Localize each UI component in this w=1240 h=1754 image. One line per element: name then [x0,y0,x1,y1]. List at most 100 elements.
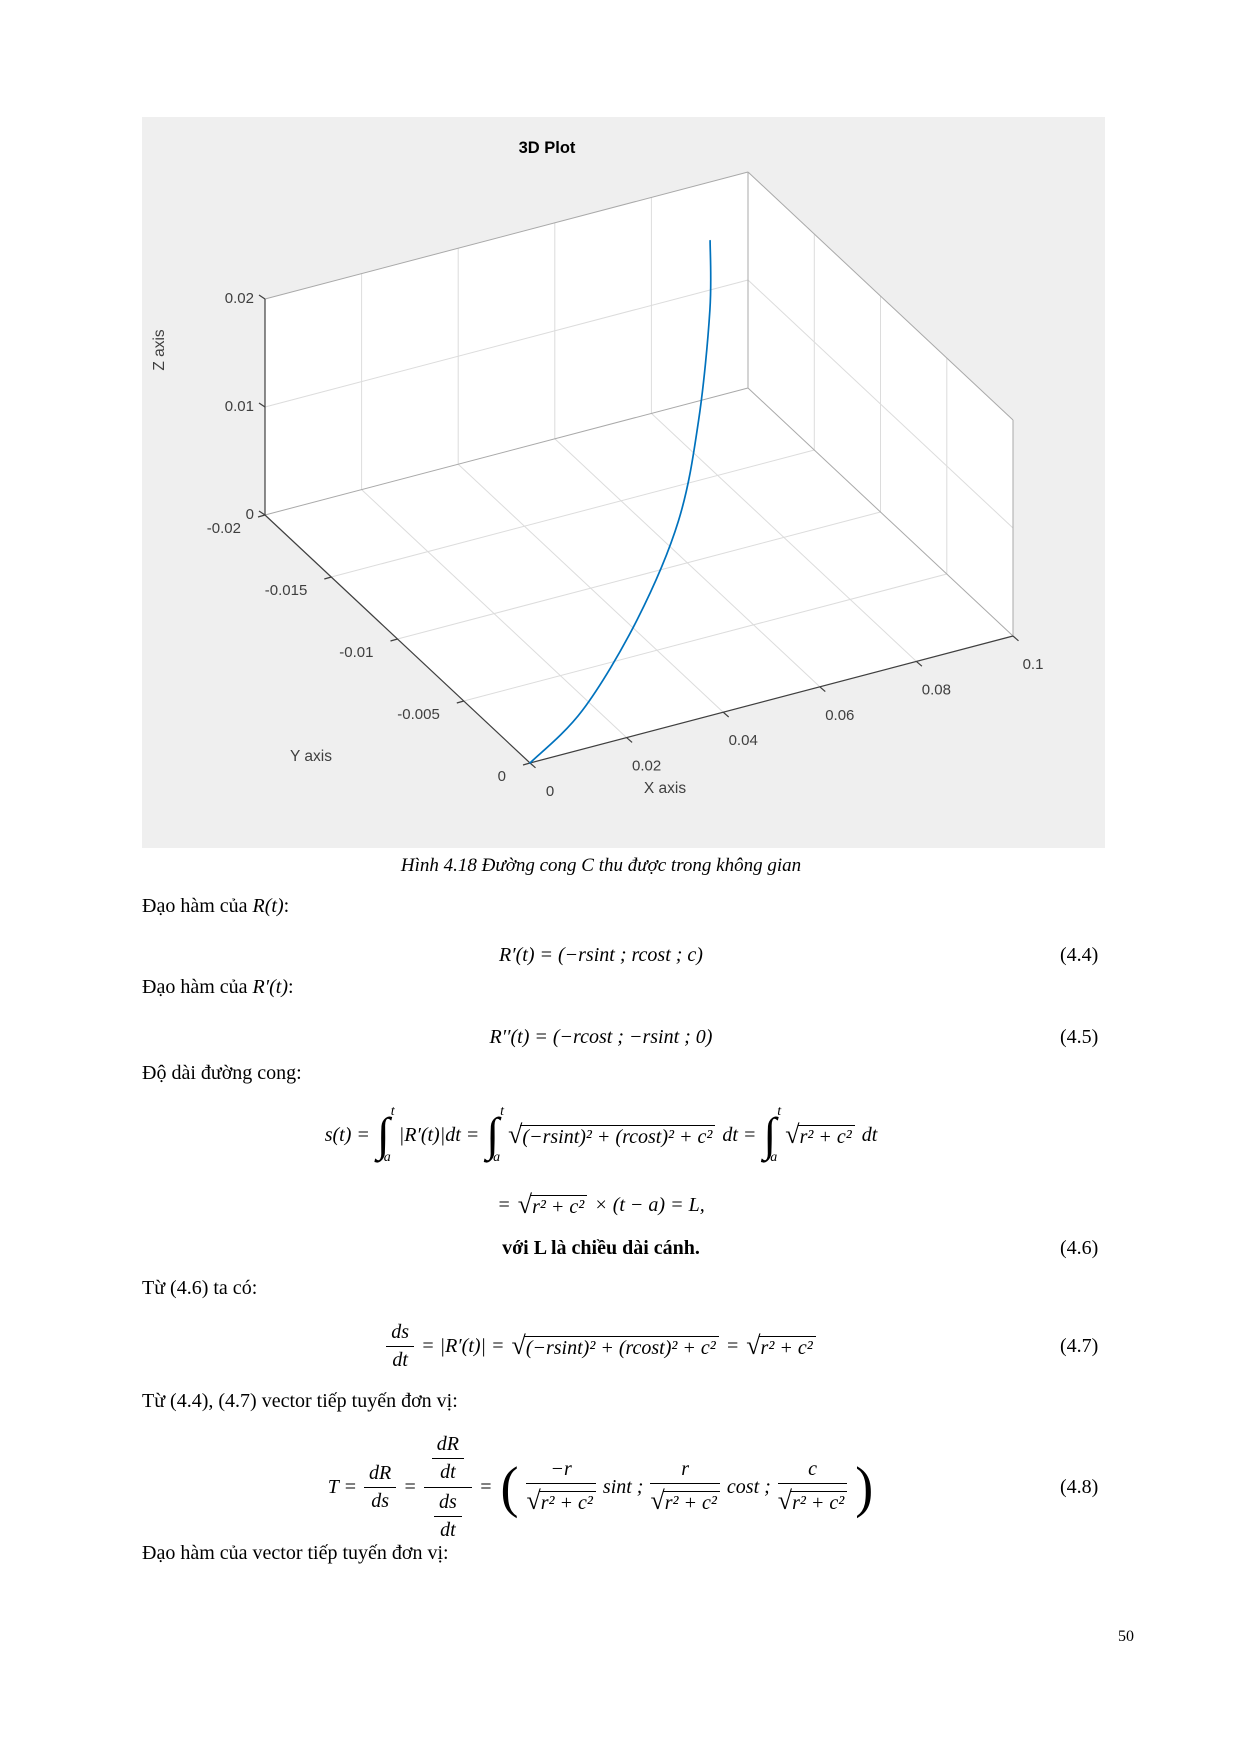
equation-4-7: ds dt = |R′(t)| = √(−rsint)² + (rcost)² … [142,1321,1060,1372]
x-tick-label: 0.1 [1023,656,1044,673]
equation-row-4-4: R′(t) = (−rsint ; rcost ; c) (4.4) [142,933,1154,977]
y-tick [390,638,398,642]
box-edge [747,171,1014,421]
formula-text: T = [327,1475,358,1498]
wall-grid-z [747,279,1014,529]
square-root: √r² + c² [746,1331,816,1361]
fraction-numerator: c [777,1458,848,1485]
box-edge [747,387,1014,637]
x-axis-line [529,635,1014,764]
y-tick [257,514,266,518]
equation-number: (4.4) [1060,943,1099,966]
paragraph-derivative-tangent: Đạo hàm của vector tiếp tuyến đơn vị: [142,1542,449,1564]
fraction-denominator: dt [440,1518,456,1541]
paragraph-derivative-Rprime: Đạo hàm của R′(t): [142,976,294,999]
formula-text: = [478,1475,493,1498]
y-tick [324,576,332,580]
x-tick [626,737,633,743]
y-tick-label: 0 [498,768,506,785]
text-run: Đạo hàm của [142,895,253,917]
nested-fraction: dR dt ds dt [423,1433,472,1542]
figure-3d-plot: 0 0.02 0.04 0.06 0.08 0.1 0 -0.005 -0.01 -0.015 -0… [142,117,1105,848]
equation-4-6-note: với L là chiều dài cánh. [142,1237,1060,1260]
x-tick-label: 0.02 [632,758,661,775]
radicand: r² + c² [530,1195,588,1219]
formula-text: = [403,1475,417,1498]
z-tick-label: 0.02 [225,290,254,307]
formula-text: = [725,1334,740,1357]
integral-lower: a [383,1150,391,1165]
formula-text: R′(t) = (−rsint ; rcost ; c) [499,943,703,966]
radical-icon: √ [746,1331,761,1360]
curve-series [529,239,712,764]
fraction: ds dt [433,1491,462,1542]
text-run: : [287,976,294,998]
square-root: √(−rsint)² + (rcost)² + c² [512,1331,719,1361]
x-tick-label: 0.06 [825,707,854,724]
formula-text: × (t − a) = L, [594,1193,705,1216]
fraction: ds dt [386,1321,415,1372]
radicand: (−rsint)² + (rcost)² + c² [520,1125,716,1149]
y-tick [456,700,464,704]
integral-icon: ∫ [763,1108,777,1161]
paragraph-from-46: Từ (4.6) ta có: [142,1277,258,1299]
page-number: 50 [1118,1628,1134,1645]
radicand: r² + c² [797,1125,855,1149]
formula-text: = [497,1193,511,1216]
square-root: √r² + c² [785,1120,855,1150]
radical-icon: √ [511,1331,526,1360]
y-tick-label: -0.015 [265,582,308,599]
square-root: √(−rsint)² + (rcost)² + c² [508,1120,716,1150]
y-tick-label: -0.005 [397,706,440,723]
equation-4-5: R′′(t) = (−rcost ; −rsint ; 0) [142,1026,1060,1049]
z-axis-label: Z axis [151,329,168,371]
equation-row-4-5: R′′(t) = (−rcost ; −rsint ; 0) (4.5) [142,1015,1154,1059]
formula-note: với L là chiều dài cánh. [502,1236,700,1259]
formula-text: dt = [722,1123,757,1146]
fraction: c √r² + c² [777,1458,848,1516]
math-run: R(t) [252,895,284,917]
integral-lower: a [770,1150,778,1165]
chart-title: 3D Plot [519,139,576,157]
y-tick-label: -0.01 [339,644,373,661]
fraction-denominator: ds [371,1489,390,1512]
formula-text: dt [861,1123,878,1146]
equation-4-6-line2: = √r² + c² × (t − a) = L, [142,1190,1060,1220]
z-tick [258,294,266,300]
y-tick-label: -0.02 [207,520,241,537]
box-edge [264,171,749,300]
math-run: R′(t) [252,976,288,998]
fraction-numerator: −r [526,1458,596,1485]
fraction: −r √r² + c² [526,1458,596,1516]
square-root: √r² + c² [778,1486,848,1516]
wall-grid-z [264,279,749,408]
figure-caption: Hình 4.18 Đường cong C thu được trong kh… [400,855,802,876]
integral: ∫ t a [763,1104,781,1165]
z-tick [258,402,266,408]
fraction-numerator: ds [386,1321,415,1347]
paragraph-derivative-R: Đạo hàm của R(t): [142,895,289,918]
equation-number: (4.6) [1060,1236,1099,1259]
paragraph-arc-length: Độ dài đường cong: [142,1062,302,1084]
z-tick-label: 0 [246,506,254,523]
x-tick [1012,635,1019,642]
formula-text: sint ; [602,1475,644,1498]
fraction-denominator: dt [440,1460,456,1483]
radicand: (−rsint)² + (rcost)² + c² [523,1336,719,1360]
fraction-numerator: dR [364,1462,397,1488]
integral-icon: ∫ [486,1108,500,1161]
fraction-numerator: dR [431,1433,464,1459]
formula-text: s(t) = [324,1123,370,1146]
x-tick-label: 0.08 [922,681,951,698]
integral-lower: a [493,1150,501,1165]
integral-upper: t [777,1104,782,1119]
x-tick [916,660,923,667]
text-run: : [283,895,290,917]
equation-number: (4.5) [1060,1025,1099,1048]
x-tick [722,711,730,718]
z-tick-label: 0.01 [225,398,254,415]
integral-upper: t [500,1104,505,1119]
fraction-denominator: dt [392,1348,408,1371]
